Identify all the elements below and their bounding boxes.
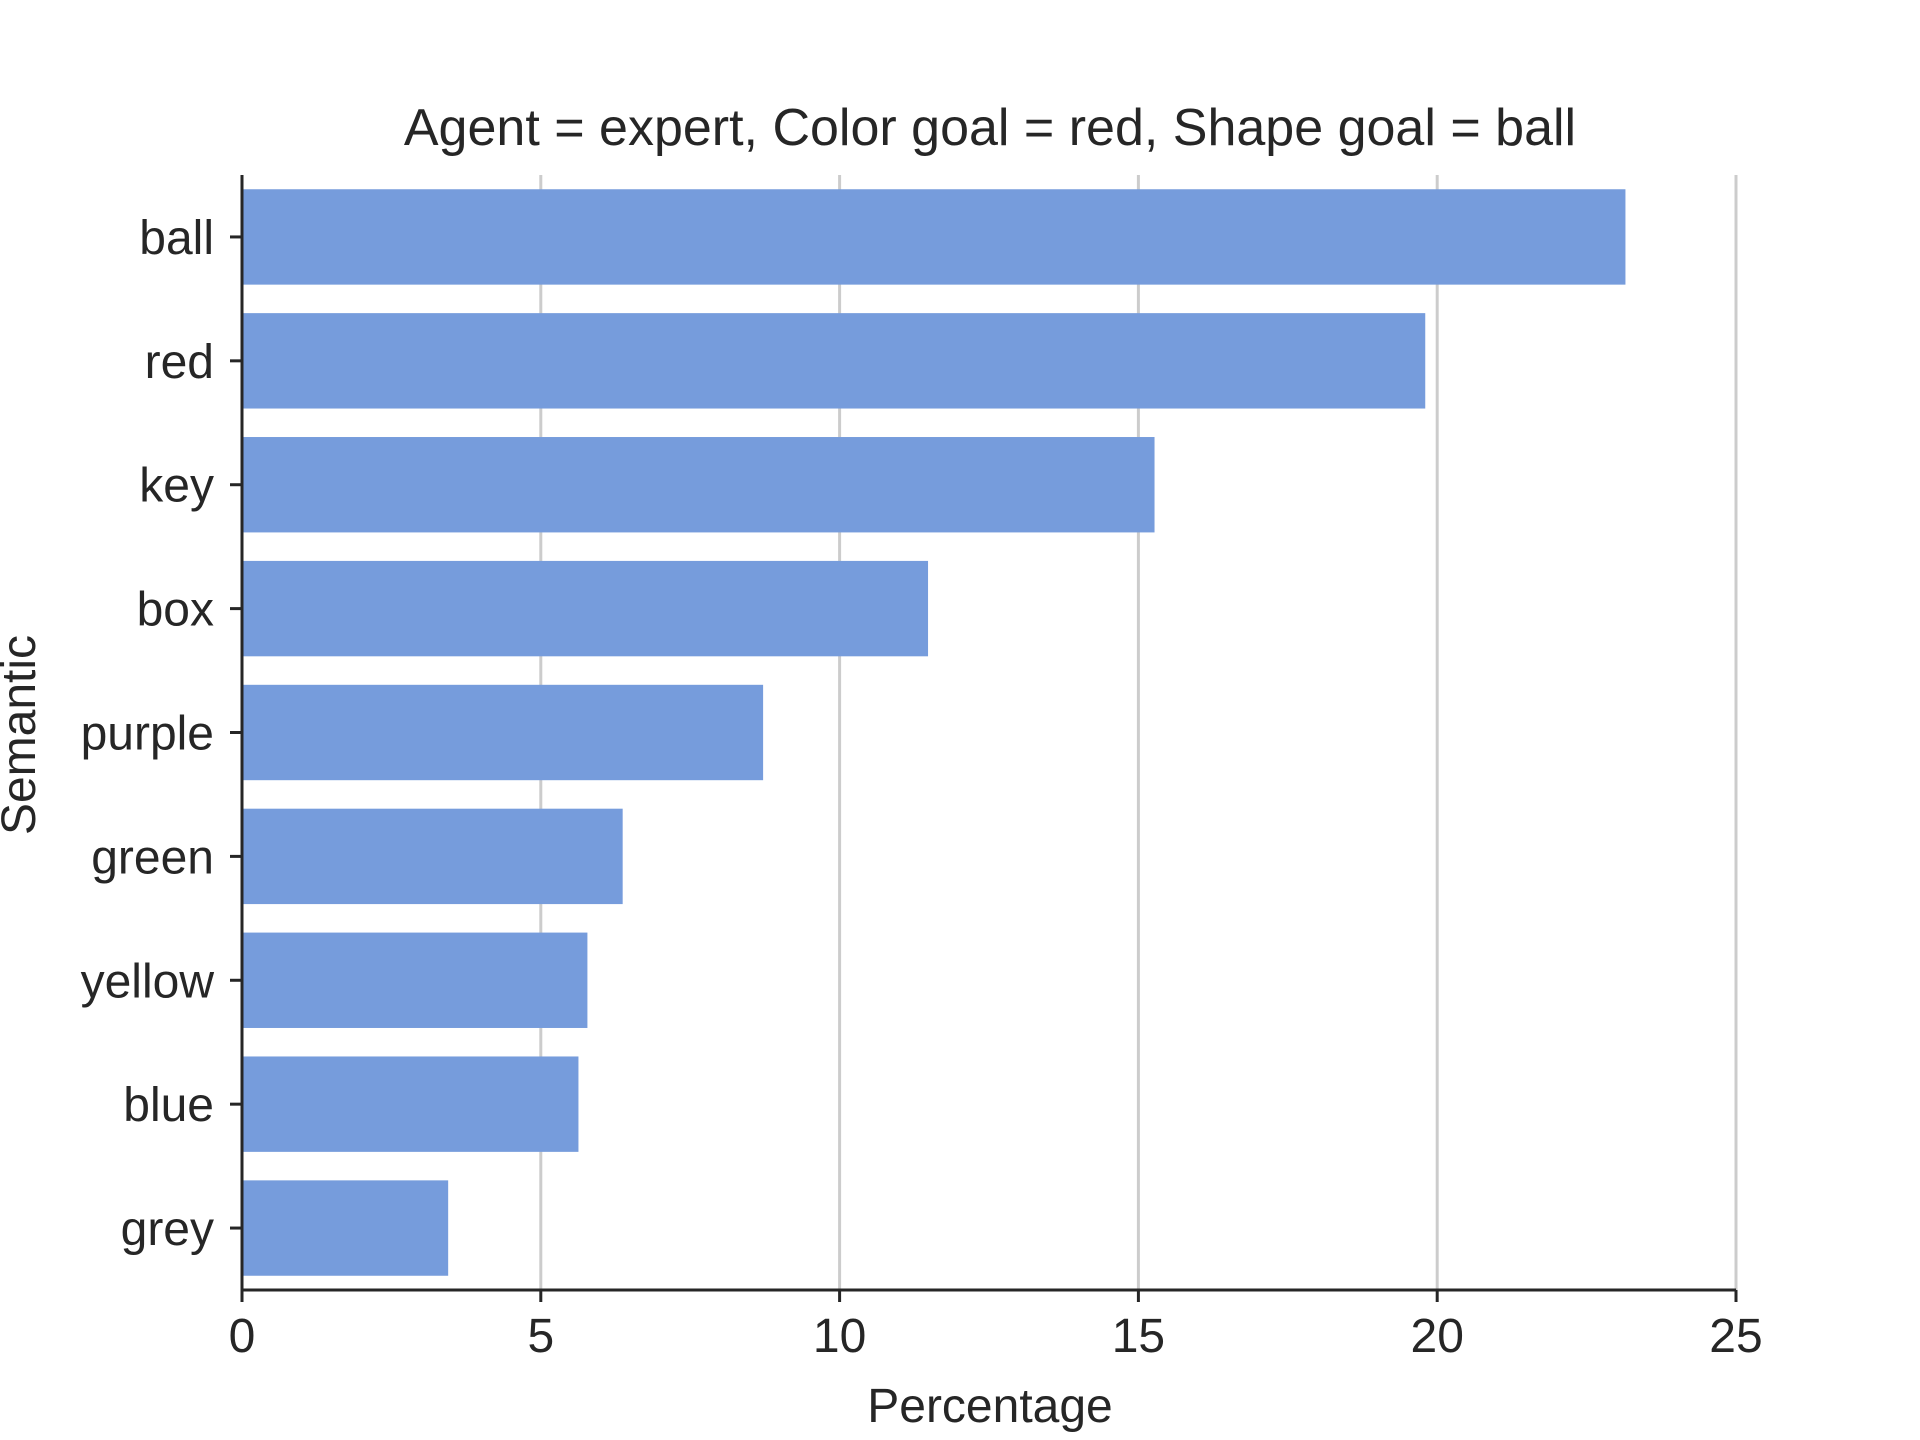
y-axis-label: Semantic	[0, 635, 46, 835]
x-axis-label: Percentage	[867, 1380, 1113, 1433]
y-tick-label-key: key	[139, 460, 214, 513]
y-tick-label-yellow: yellow	[81, 955, 215, 1008]
bars	[242, 189, 1626, 1276]
x-tick-label-25: 25	[1709, 1310, 1762, 1363]
y-tick-label-ball: ball	[139, 212, 214, 265]
bar-ball	[242, 189, 1626, 285]
y-tick-label-purple: purple	[81, 708, 214, 761]
chart-title: Agent = expert, Color goal = red, Shape …	[404, 99, 1576, 157]
bar-red	[242, 313, 1426, 409]
x-tick-label-10: 10	[813, 1310, 866, 1363]
bar-grey	[242, 1180, 449, 1276]
bar-key	[242, 437, 1155, 533]
x-tick-label-0: 0	[229, 1310, 256, 1363]
bar-blue	[242, 1056, 579, 1152]
bar-green	[242, 808, 623, 905]
axes: ball red key box purple green yellow blue grey 0 5…	[81, 175, 1763, 1363]
x-tick-label-15: 15	[1112, 1310, 1165, 1363]
x-tick-label-5: 5	[527, 1310, 554, 1363]
bar-box	[242, 560, 929, 657]
y-tick-label-box: box	[137, 584, 214, 637]
y-tick-label-red: red	[145, 336, 214, 389]
y-tick-label-blue: blue	[123, 1079, 214, 1132]
x-tick-label-20: 20	[1411, 1310, 1464, 1363]
y-tick-label-green: green	[91, 831, 214, 884]
bar-purple	[242, 684, 764, 781]
bar-yellow	[242, 932, 588, 1028]
y-tick-label-grey: grey	[121, 1203, 214, 1256]
